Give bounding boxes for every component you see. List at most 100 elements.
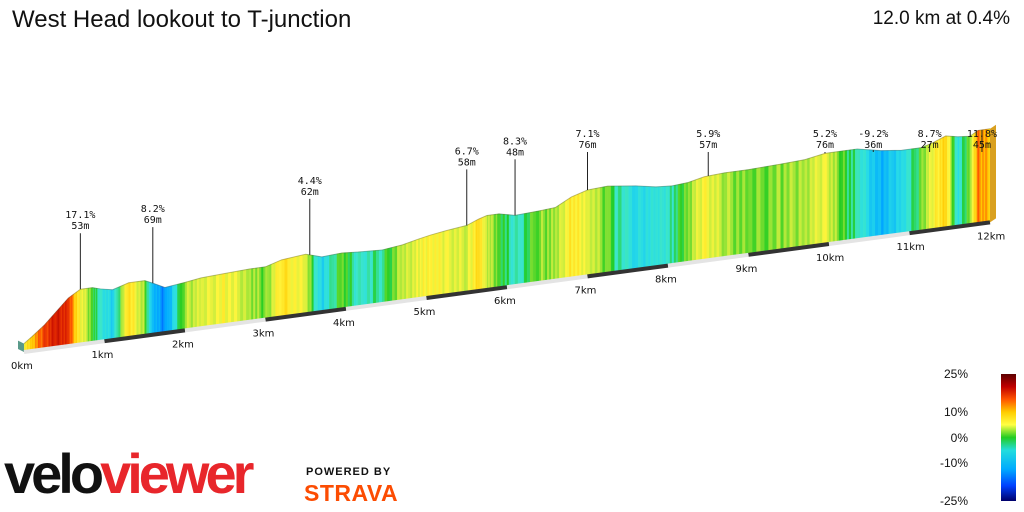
profile-strip	[776, 163, 781, 252]
profile-strip	[739, 170, 743, 257]
profile-strip	[140, 280, 143, 337]
profile-strip	[421, 237, 424, 299]
profile-strip	[869, 149, 873, 239]
profile-strip	[850, 149, 854, 242]
profile-strip	[625, 185, 629, 272]
profile-strip	[541, 209, 544, 283]
profile-strip	[838, 150, 842, 243]
profile-strip	[267, 264, 270, 320]
profile-strip	[265, 265, 268, 320]
profile-strip	[394, 245, 398, 303]
profile-strip	[719, 173, 723, 259]
profile-strip	[36, 330, 39, 351]
profile-strip	[305, 253, 308, 315]
profile-strip	[945, 135, 948, 229]
profile-strip	[59, 306, 61, 348]
annotation-grade: -9.2%	[858, 129, 888, 140]
profile-strip	[673, 184, 677, 266]
profile-strip	[234, 270, 238, 325]
km-tick-label: 3km	[253, 329, 275, 340]
segment-summary: 12.0 km at 0.4%	[872, 8, 1010, 29]
profile-strip	[940, 137, 943, 230]
profile-strip	[81, 288, 84, 345]
profile-strip	[366, 250, 371, 307]
profile-strip	[188, 280, 192, 331]
profile-strip	[966, 136, 969, 226]
profile-strip	[37, 329, 40, 351]
profile-strip	[549, 208, 552, 282]
profile-strip	[90, 287, 93, 344]
profile-strip	[329, 254, 333, 312]
profile-strip	[84, 288, 87, 345]
profile-strip	[49, 316, 52, 349]
profile-strip	[730, 171, 734, 258]
profile-strip	[859, 149, 864, 241]
profile-strip	[438, 231, 441, 297]
profile-strip	[951, 136, 954, 228]
profile-strip	[819, 153, 823, 246]
profile-strip	[963, 136, 966, 227]
profile-strip	[122, 284, 125, 339]
km-tick-label: 1km	[92, 350, 114, 361]
profile-strip	[416, 238, 419, 300]
km-band	[667, 252, 749, 268]
profile-strip	[200, 277, 205, 329]
profile-strip	[807, 157, 811, 248]
profile-strip	[63, 300, 66, 347]
profile-strip	[685, 182, 689, 264]
profile-strip	[307, 254, 310, 315]
profile-strip	[275, 261, 278, 319]
profile-strip	[826, 152, 830, 245]
profile-strip	[451, 228, 455, 295]
profile-strip	[120, 285, 123, 340]
profile-strip	[163, 286, 166, 334]
annotation-elevation: 62m	[301, 187, 319, 198]
profile-strip	[192, 279, 196, 330]
profile-strip	[579, 192, 582, 278]
profile-strip	[349, 252, 353, 309]
profile-strip	[203, 276, 208, 329]
profile-strip	[742, 169, 746, 256]
profile-strip	[432, 233, 435, 298]
profile-strip	[240, 269, 244, 324]
profile-strip	[848, 149, 852, 242]
km-band	[184, 317, 266, 333]
profile-strip	[126, 282, 129, 339]
profile-strip	[614, 185, 619, 273]
scale-label: -25%	[939, 494, 968, 508]
profile-strip	[249, 268, 252, 322]
profile-strip	[436, 232, 439, 297]
profile-strip	[57, 307, 60, 348]
annotation-elevation: 76m	[578, 140, 596, 151]
profile-strip	[225, 272, 229, 326]
profile-strip	[72, 293, 75, 346]
profile-strip	[840, 150, 844, 243]
profile-strip	[52, 312, 55, 349]
profile-strip	[469, 222, 472, 293]
profile-strip	[69, 295, 72, 347]
profile-strip	[922, 145, 925, 232]
gradient-color-scale	[1001, 374, 1016, 501]
km-tick-label: 12km	[977, 231, 1005, 242]
profile-strip	[702, 176, 705, 262]
profile-strip	[555, 205, 558, 281]
profile-strip	[711, 174, 715, 260]
annotation-elevation: 69m	[144, 215, 162, 226]
profile-strip	[464, 225, 467, 294]
profile-strip	[491, 214, 494, 290]
profile-strip	[589, 188, 593, 277]
annotation-elevation: 45m	[973, 140, 991, 151]
profile-strip	[375, 249, 380, 305]
profile-strip	[279, 259, 282, 318]
profile-strip	[169, 285, 173, 333]
profile-strip	[834, 151, 838, 244]
profile-strip	[716, 173, 720, 260]
profile-strip	[893, 150, 897, 236]
profile-strip	[896, 150, 900, 236]
profile-strip	[271, 263, 274, 320]
profile-strip	[138, 280, 141, 337]
profile-strip	[745, 169, 749, 256]
profile-strip	[830, 152, 834, 244]
profile-end-face	[990, 124, 996, 223]
profile-strip	[46, 319, 49, 350]
